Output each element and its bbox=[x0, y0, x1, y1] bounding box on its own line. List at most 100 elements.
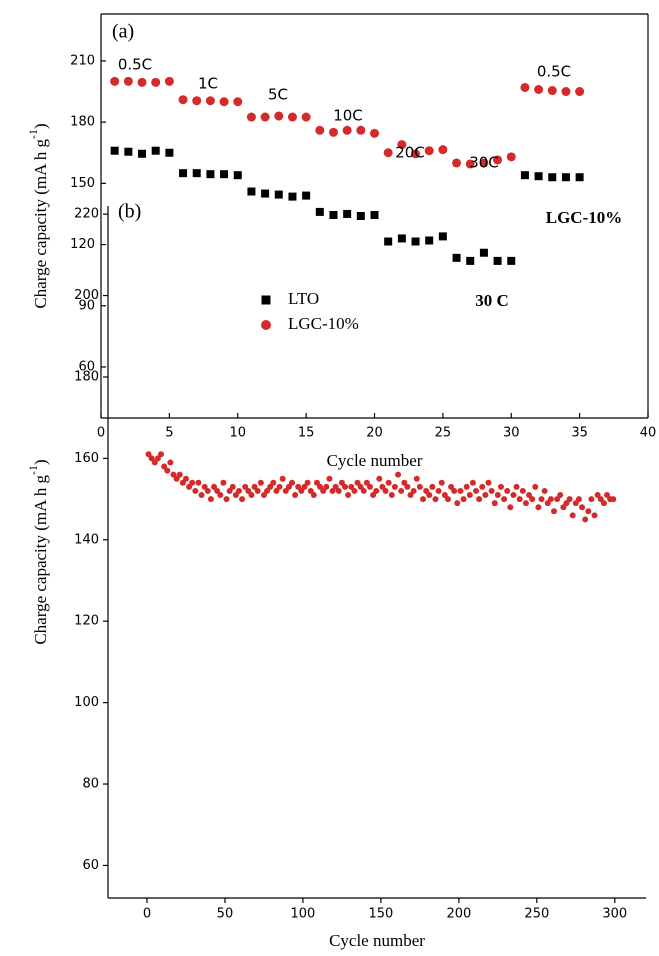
y-axis-label: Charge capacity (mA h g-1) bbox=[26, 459, 50, 644]
data-point bbox=[501, 496, 508, 503]
data-point bbox=[304, 479, 311, 486]
data-point bbox=[348, 483, 355, 490]
data-point bbox=[538, 496, 545, 503]
y-tick-label: 140 bbox=[74, 532, 99, 547]
data-point bbox=[326, 475, 333, 482]
annotation: 10C bbox=[333, 107, 363, 125]
data-point bbox=[186, 483, 193, 490]
data-point bbox=[220, 479, 227, 486]
data-point bbox=[604, 492, 611, 499]
data-point bbox=[345, 492, 352, 499]
data-point bbox=[416, 483, 423, 490]
data-point bbox=[206, 170, 215, 179]
data-point bbox=[315, 207, 324, 216]
x-tick-label: 30 bbox=[503, 426, 520, 441]
data-point bbox=[313, 479, 320, 486]
data-point bbox=[229, 483, 236, 490]
x-tick-label: 20 bbox=[366, 426, 383, 441]
data-point bbox=[469, 479, 476, 486]
data-point bbox=[550, 508, 557, 515]
annotation: 5C bbox=[268, 86, 288, 104]
x-tick-label: 0 bbox=[143, 907, 151, 922]
y-tick-label: 180 bbox=[74, 369, 99, 384]
x-tick-label: 0 bbox=[97, 426, 105, 441]
data-point bbox=[561, 173, 570, 182]
data-point bbox=[452, 253, 461, 262]
data-point bbox=[382, 487, 389, 494]
data-point bbox=[370, 492, 377, 499]
data-point bbox=[460, 496, 467, 503]
data-point bbox=[493, 155, 503, 165]
data-point bbox=[441, 492, 448, 499]
data-point bbox=[302, 191, 311, 200]
data-point bbox=[404, 483, 411, 490]
data-point bbox=[420, 496, 427, 503]
data-point bbox=[479, 483, 486, 490]
data-point bbox=[343, 209, 352, 218]
data-point bbox=[211, 483, 218, 490]
data-point bbox=[410, 487, 417, 494]
data-point bbox=[260, 112, 270, 122]
data-point bbox=[497, 483, 504, 490]
data-point bbox=[270, 479, 277, 486]
data-point bbox=[494, 492, 501, 499]
data-point bbox=[151, 77, 161, 87]
data-point bbox=[198, 492, 205, 499]
data-point bbox=[110, 76, 120, 86]
data-point bbox=[407, 492, 414, 499]
data-point bbox=[328, 127, 338, 137]
data-point bbox=[245, 487, 252, 494]
y-tick-label: 220 bbox=[74, 207, 99, 222]
data-point bbox=[575, 87, 585, 97]
data-point bbox=[233, 171, 242, 180]
data-point bbox=[526, 492, 533, 499]
data-point bbox=[320, 487, 327, 494]
data-point bbox=[151, 459, 158, 466]
data-point bbox=[207, 496, 214, 503]
y-tick-label: 90 bbox=[78, 298, 95, 313]
data-point bbox=[513, 483, 520, 490]
data-point bbox=[610, 496, 617, 503]
data-point bbox=[534, 172, 543, 181]
data-point bbox=[342, 125, 352, 135]
data-point bbox=[425, 236, 434, 245]
data-point bbox=[137, 77, 147, 87]
data-point bbox=[356, 212, 365, 220]
data-point bbox=[148, 455, 155, 462]
data-point bbox=[235, 487, 242, 494]
data-point bbox=[217, 492, 224, 499]
x-tick-label: 250 bbox=[524, 907, 549, 922]
data-point bbox=[463, 483, 470, 490]
data-point bbox=[482, 492, 489, 499]
data-point bbox=[176, 471, 183, 478]
x-tick-label: 15 bbox=[298, 426, 315, 441]
data-point bbox=[507, 504, 514, 511]
data-point bbox=[329, 487, 336, 494]
data-point bbox=[151, 146, 160, 155]
data-point bbox=[161, 463, 168, 470]
data-point bbox=[435, 487, 442, 494]
data-point bbox=[317, 483, 324, 490]
data-point bbox=[557, 492, 564, 499]
data-point bbox=[274, 190, 283, 199]
data-point bbox=[273, 487, 280, 494]
data-point bbox=[173, 475, 180, 482]
data-point bbox=[279, 475, 286, 482]
data-point bbox=[267, 483, 274, 490]
data-point bbox=[342, 483, 349, 490]
data-point bbox=[307, 487, 314, 494]
data-point bbox=[451, 487, 458, 494]
data-point bbox=[226, 487, 233, 494]
data-point bbox=[457, 487, 464, 494]
y-label-sup: -1 bbox=[26, 465, 40, 475]
data-point bbox=[145, 451, 152, 458]
data-point bbox=[204, 487, 211, 494]
y-label-sup: -1 bbox=[26, 129, 40, 139]
annotation: 20C bbox=[395, 144, 425, 162]
data-point bbox=[356, 125, 366, 135]
data-point bbox=[452, 158, 462, 168]
data-point bbox=[473, 487, 480, 494]
data-point bbox=[569, 512, 576, 519]
data-point bbox=[485, 479, 492, 486]
data-point bbox=[276, 483, 283, 490]
